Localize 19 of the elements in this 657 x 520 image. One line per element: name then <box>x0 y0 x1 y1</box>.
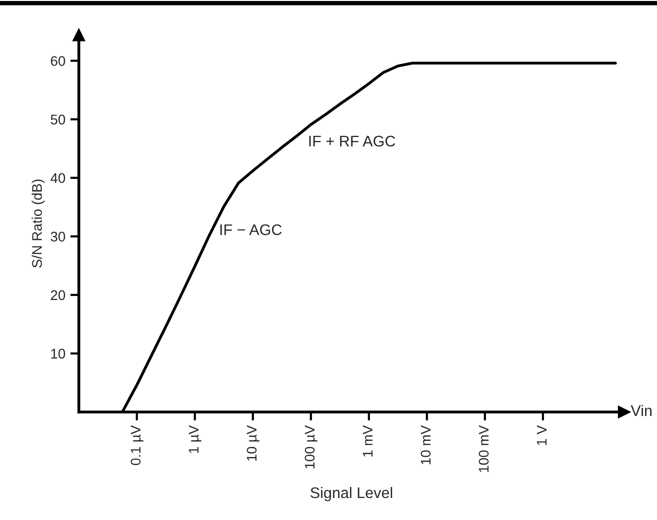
x-tick-label: 1 µV <box>188 425 202 453</box>
y-tick-label: 10 <box>51 348 66 359</box>
y-tick-label: 20 <box>50 290 66 300</box>
y-tick-label: 40 <box>50 173 66 184</box>
y-tick-label: 50 <box>50 114 66 124</box>
x-tick-label: 100 mV <box>478 425 489 472</box>
y-tick-label: 60 <box>50 56 66 66</box>
x-tick-label: 10 µV <box>246 425 260 461</box>
y-axis-title: S/N Ratio (dB) <box>32 180 45 268</box>
x-axis-title: Signal Level <box>310 486 392 502</box>
x-tick-label: 0.1 µV <box>130 425 144 466</box>
x-tick-label: 1 V <box>536 425 547 445</box>
text: Vin <box>630 404 652 416</box>
annotation: IF + RF AGC <box>309 136 396 147</box>
annotation: IF − AGC <box>220 224 282 236</box>
x-tick-label: 1 mV <box>362 425 372 457</box>
y-tick-label: 30 <box>50 232 66 242</box>
x-tick-label: 10 mV <box>420 425 431 464</box>
x-tick-label: 100 µV <box>304 425 318 468</box>
